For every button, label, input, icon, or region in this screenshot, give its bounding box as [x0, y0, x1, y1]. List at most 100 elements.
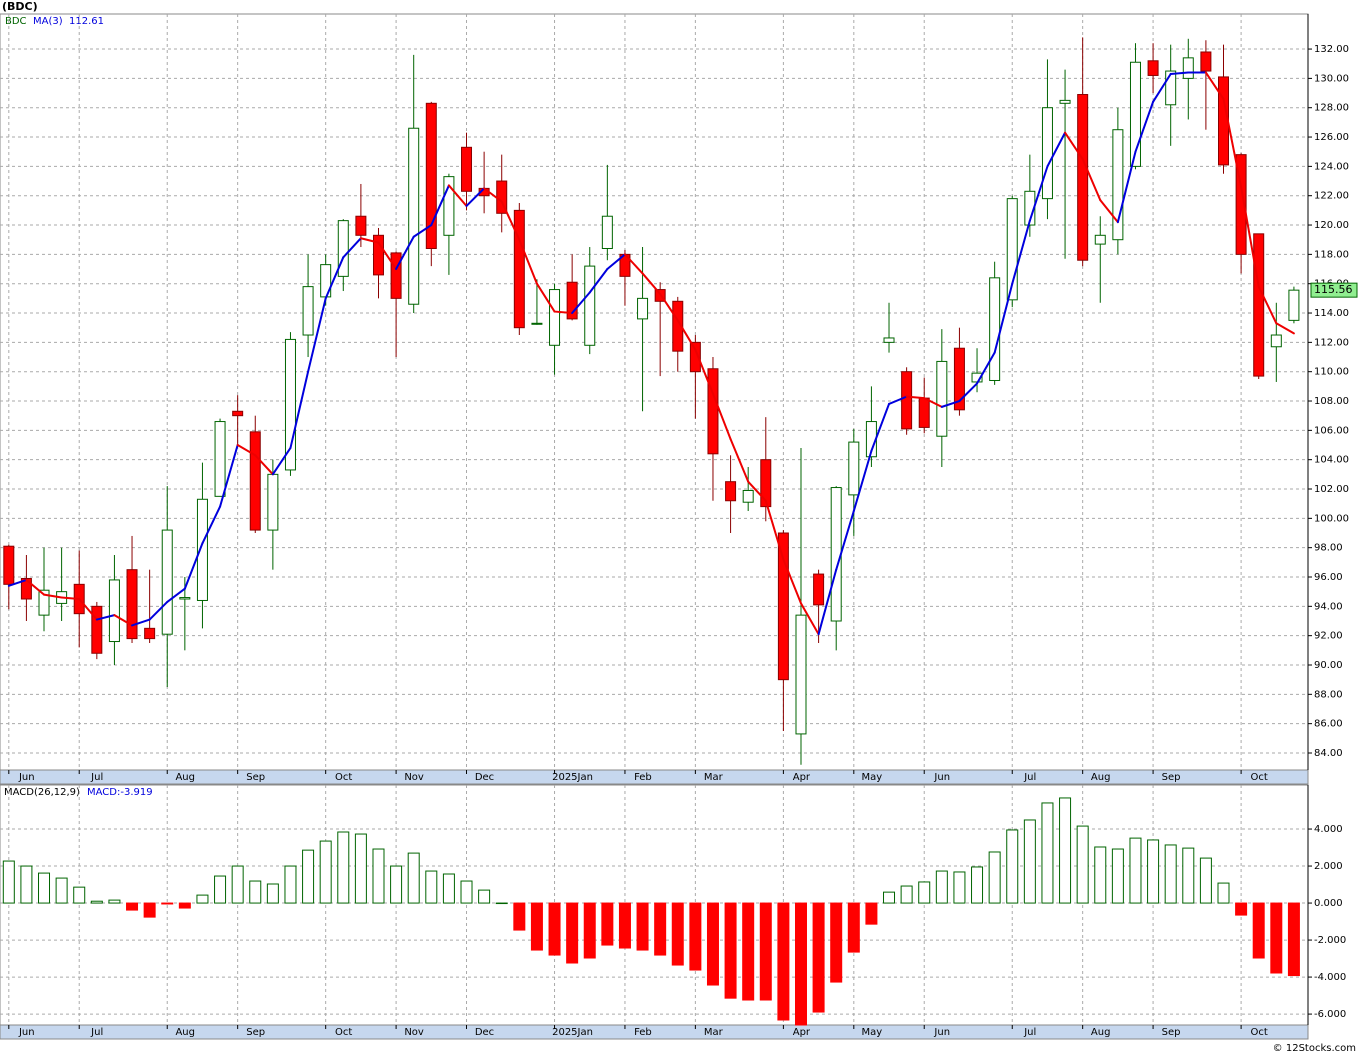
macd-bar [636, 902, 649, 951]
x-tick-label: Jun [933, 772, 950, 783]
ma-segment [113, 614, 134, 627]
ma-segment [95, 614, 116, 621]
x-tick-label: Sep [246, 1027, 265, 1038]
ma-segment [1081, 158, 1102, 202]
candle-body [848, 441, 860, 496]
candle-body [513, 209, 525, 329]
macd-bar [1041, 802, 1054, 904]
ma-segment [412, 224, 433, 238]
macd-bar [126, 902, 139, 911]
x-tick-label: Oct [335, 1027, 352, 1038]
candle-body [1182, 57, 1194, 79]
y-tick-label: 90.00 [1314, 660, 1343, 671]
macd-bar [2, 860, 15, 904]
macd-bar [1182, 847, 1195, 904]
candle-body [777, 532, 789, 681]
ma-segment [553, 310, 574, 315]
ma-segment [1134, 100, 1155, 153]
last-price-label: 115.56 [1314, 283, 1353, 296]
candle-body [1288, 289, 1300, 321]
ma-segment [1222, 97, 1243, 188]
ma-segment [43, 593, 63, 599]
ma-segment [623, 253, 644, 275]
x-tick-label: Oct [335, 772, 352, 783]
ma-segment [324, 256, 345, 300]
macd-value: -3.919 [120, 787, 152, 798]
macd-bar [319, 840, 332, 904]
candle-body [1094, 234, 1106, 245]
macd-bar [671, 902, 684, 966]
macd-bar [1147, 839, 1160, 904]
ma-segment [940, 400, 961, 408]
candle-body [1112, 129, 1124, 241]
macd-bar [354, 833, 367, 904]
macd-bar [1270, 902, 1283, 974]
ma-segment [219, 444, 239, 508]
ma-segment [764, 499, 785, 561]
macd-bar [1199, 857, 1212, 904]
y-tick-label: -6.000 [1314, 1009, 1346, 1020]
ma-segment [571, 291, 591, 315]
macd-bar [830, 902, 843, 983]
candle-body [196, 498, 208, 601]
y-tick-label: 128.00 [1314, 103, 1349, 114]
ma-segment [1116, 150, 1137, 224]
ma-segment [254, 454, 274, 476]
candle-body [918, 397, 930, 428]
candle-body [443, 176, 455, 236]
ma-segment [588, 268, 609, 294]
candle-body [214, 421, 226, 497]
y-tick-label: 118.00 [1314, 249, 1349, 260]
macd-bar [601, 902, 614, 946]
candle-body [637, 297, 649, 320]
ma-segment [729, 438, 750, 483]
y-tick-label: 130.00 [1314, 73, 1349, 84]
candle-body [760, 459, 772, 508]
x-tick-label: Nov [404, 1027, 424, 1038]
x-tick-label: May [861, 772, 882, 783]
macd-bar [90, 900, 103, 904]
x-tick-label: Mar [704, 1027, 724, 1038]
macd-value-label: MACD: [87, 787, 120, 798]
y-tick-label: 120.00 [1314, 220, 1349, 231]
macd-bar [178, 902, 191, 909]
ma-segment [148, 600, 169, 621]
candle-body [584, 265, 596, 346]
y-tick-label: 124.00 [1314, 161, 1349, 172]
macd-bar [1094, 846, 1107, 904]
macd-bar [214, 875, 227, 904]
candle-body [408, 127, 420, 305]
candle-body [1059, 99, 1071, 104]
macd-bar [442, 873, 455, 904]
macd-bar [759, 902, 772, 1001]
candle-body [795, 614, 807, 735]
x-tick-label: Dec [475, 1027, 494, 1038]
macd-bar [847, 902, 860, 953]
x-tick-label: May [861, 1027, 882, 1038]
y-tick-label: 112.00 [1314, 337, 1349, 348]
x-tick-label: Oct [1250, 1027, 1267, 1038]
candle-body [601, 215, 613, 249]
macd-bar [1217, 882, 1230, 904]
macd-panel [0, 784, 1309, 1026]
ma-segment [870, 402, 891, 452]
ma-segment [1028, 165, 1049, 222]
x-tick-label: Jun [933, 1027, 950, 1038]
ma-segment [659, 292, 679, 322]
ma-segment [1011, 219, 1031, 285]
x-tick-label: Jul [90, 1027, 103, 1038]
macd-bar [1235, 902, 1248, 916]
x-tick-label: Sep [1162, 772, 1181, 783]
macd-bar [20, 865, 33, 904]
candle-body [425, 102, 437, 249]
candle-body [1041, 107, 1053, 200]
ma-segment [500, 200, 521, 241]
ma-segment [1064, 131, 1084, 161]
ma-segment [201, 505, 222, 545]
macd-bar [478, 889, 491, 904]
candle-body [1165, 70, 1177, 106]
candle-body [989, 277, 1001, 381]
macd-bar [1023, 819, 1036, 904]
macd-bar [900, 885, 913, 904]
